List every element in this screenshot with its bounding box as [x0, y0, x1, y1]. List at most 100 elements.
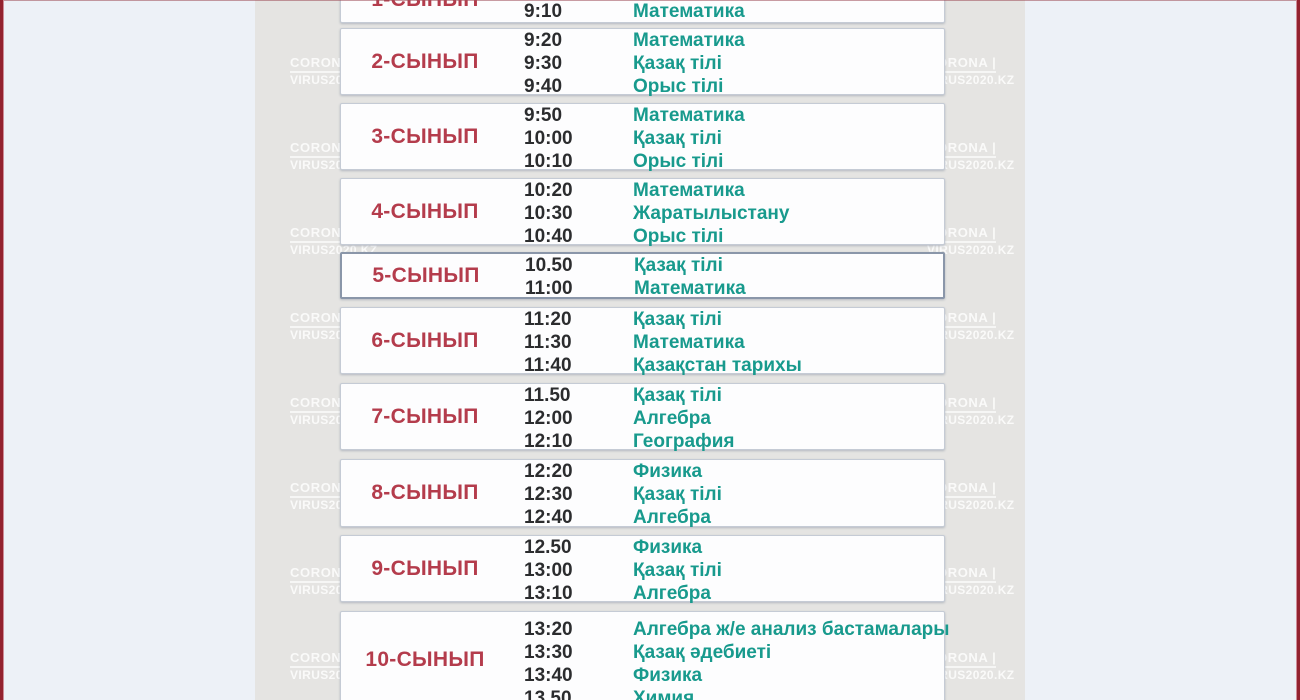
lesson-subject: Математика: [634, 278, 746, 299]
class-schedule-box: 4-СЫНЫП 10:20 Математика 10:30 Жаратылыстану…: [340, 178, 945, 248]
lesson-row: 10:30 Жаратылыстану: [524, 202, 944, 225]
class-label: 10-СЫНЫП: [365, 648, 485, 671]
lesson-time: 11:30: [524, 332, 572, 353]
lesson-row: 12:00 Алгебра: [524, 407, 944, 430]
lesson-subject: Қазақ әдебиеті: [633, 642, 772, 663]
class-schedule-box: 2-СЫНЫП 9:20 Математика 9:30 Қазақ тілі 9:40 О…: [340, 28, 945, 98]
lesson-row: 9:40 Орыс тілі: [524, 75, 944, 98]
class-schedule-box: 3-СЫНЫП 9:50 Математика 10:00 Қазақ тілі 10:1…: [340, 103, 945, 173]
class-schedule-box: 10-СЫНЫП 13:20 Алгебра ж/е анализ бастамал…: [340, 611, 949, 700]
lesson-subject: Жаратылыстану: [633, 203, 790, 224]
lesson-row: 9:10 Математика: [524, 0, 944, 23]
lesson-row: 12:20 Физика: [524, 460, 944, 483]
lesson-subject: Алгебра ж/е анализ бастамалары: [633, 619, 950, 640]
watermark-line2: VIRUS2020.KZ: [927, 498, 1015, 512]
lesson-time: 12:30: [524, 484, 573, 505]
lesson-subject: Математика: [633, 1, 745, 22]
lesson-subject: Математика: [633, 332, 745, 353]
lesson-row: 11:40 Қазақстан тарихы: [524, 354, 944, 377]
lesson-row: 10:10 Орыс тілі: [524, 150, 944, 173]
class-label: 8-СЫНЫП: [371, 481, 479, 504]
class-label: 1-СЫНЫП: [341, 0, 509, 12]
lesson-subject: Қазақ тілі: [633, 128, 722, 149]
lesson-row: 10:40 Орыс тілі: [524, 225, 944, 248]
lesson-time: 9:40: [524, 76, 563, 97]
lesson-time: 10:40: [524, 226, 573, 247]
lesson-row: 10:20 Математика: [524, 179, 944, 202]
lesson-time: 9:30: [524, 53, 563, 74]
lesson-row: 13:00 Қазақ тілі: [524, 559, 944, 582]
lesson-time: 13:10: [524, 583, 573, 604]
class-label: 9-СЫНЫП: [371, 556, 479, 580]
class-schedule-box: 7-СЫНЫП 11.50 Қазақ тілі 12:00 Алгебра 12:10 Г…: [340, 383, 945, 453]
lesson-time: 12.50: [524, 537, 572, 558]
class-label: 5-СЫНЫП: [372, 263, 480, 287]
lesson-rows: 9:20 Математика 9:30 Қазақ тілі 9:40 Орыс тіл…: [524, 29, 944, 98]
lesson-time: 11:20: [524, 309, 572, 330]
class-schedule-box: 9-СЫНЫП 12.50 Физика 13:00 Қазақ тілі 13:10 Ал…: [340, 535, 945, 605]
lesson-subject: Орыс тілі: [633, 226, 724, 247]
lesson-subject: Қазақ тілі: [633, 560, 722, 581]
lesson-time: 11.50: [524, 385, 571, 406]
lesson-rows: 11:20 Қазақ тілі 11:30 Математика 11:40 Қазақ…: [524, 308, 944, 377]
lesson-subject: Физика: [633, 461, 703, 482]
lesson-subject: Қазақ тілі: [633, 484, 722, 505]
lesson-time: 9:10: [524, 1, 563, 22]
lesson-row: 11:20 Қазақ тілі: [524, 308, 944, 331]
top-red-border: [0, 0, 1300, 1]
watermark-line2: VIRUS2020.KZ: [927, 668, 1015, 682]
lesson-row: 9:50 Математика: [524, 104, 944, 127]
lesson-subject: Қазақ тілі: [633, 385, 722, 406]
lesson-row: 13.50 Химия: [524, 687, 944, 700]
lesson-time: 13:30: [524, 642, 573, 663]
lesson-rows: 10:20 Математика 10:30 Жаратылыстану 10:40 Ор…: [524, 179, 944, 248]
lesson-time: 11:00: [525, 278, 573, 299]
schedule-panel: CORONA | VIRUS2020.KZ CORONA | VIRUS2020.KZ…: [255, 0, 1025, 700]
lesson-subject: География: [633, 431, 735, 452]
lesson-subject: Математика: [633, 180, 745, 201]
lesson-time: 9:50: [524, 105, 563, 126]
class-label: 4-СЫНЫП: [371, 199, 479, 223]
lesson-rows: 12:20 Физика 12:30 Қазақ тілі 12:40 Алгебра: [524, 460, 944, 529]
class-schedule-box: 1-СЫНЫП 9:10 Математика: [340, 0, 945, 23]
lesson-time: 10:00: [524, 128, 573, 149]
lesson-subject: Қазақ тілі: [633, 309, 722, 330]
watermark-line2: VIRUS2020.KZ: [927, 583, 1015, 597]
lesson-subject: Алгебра: [633, 507, 711, 528]
lesson-subject: Орыс тілі: [633, 76, 724, 97]
lesson-row: 9:30 Қазақ тілі: [524, 52, 944, 75]
lesson-rows: 9:50 Математика 10:00 Қазақ тілі 10:10 Орыс т…: [524, 104, 944, 173]
lesson-subject: Химия: [633, 688, 695, 700]
watermark-line2: VIRUS2020.KZ: [927, 243, 1015, 257]
lesson-row: 13:40 Физика: [524, 664, 944, 687]
lesson-row: 11.50 Қазақ тілі: [524, 384, 944, 407]
lesson-row: 11:30 Математика: [524, 331, 944, 354]
lesson-time: 12:10: [524, 431, 573, 452]
lesson-row: 13:10 Алгебра: [524, 582, 944, 605]
lesson-rows: 9:10 Математика: [524, 0, 944, 23]
class-schedule-box: 5-СЫНЫП 10.50 Қазақ тілі 11:00 Математика: [340, 252, 945, 299]
lesson-subject: Математика: [633, 30, 745, 51]
lesson-subject: Алгебра: [633, 408, 711, 429]
lesson-subject: Физика: [633, 665, 703, 686]
lesson-time: 13.50: [524, 688, 572, 700]
watermark-line2: VIRUS2020.KZ: [927, 328, 1015, 342]
lesson-time: 10.50: [525, 255, 573, 276]
lesson-time: 13:00: [524, 560, 573, 581]
lesson-row: 13:30 Қазақ әдебиеті: [524, 641, 944, 664]
lesson-row: 10.50 Қазақ тілі: [525, 254, 943, 277]
lesson-rows: 11.50 Қазақ тілі 12:00 Алгебра 12:10 Географи…: [524, 384, 944, 453]
class-label: 3-СЫНЫП: [371, 124, 479, 148]
left-red-border: [0, 0, 4, 700]
lesson-row: 12:30 Қазақ тілі: [524, 483, 944, 506]
lesson-time: 10:30: [524, 203, 573, 224]
lesson-row: 12.50 Физика: [524, 536, 944, 559]
lesson-subject: Алгебра: [633, 583, 711, 604]
lesson-row: 9:20 Математика: [524, 29, 944, 52]
lesson-time: 11:40: [524, 355, 572, 376]
lesson-subject: Математика: [633, 105, 745, 126]
lesson-time: 10:20: [524, 180, 573, 201]
class-schedule-box: 6-СЫНЫП 11:20 Қазақ тілі 11:30 Математика 11:…: [340, 307, 945, 377]
class-label: 2-СЫНЫП: [371, 49, 479, 73]
